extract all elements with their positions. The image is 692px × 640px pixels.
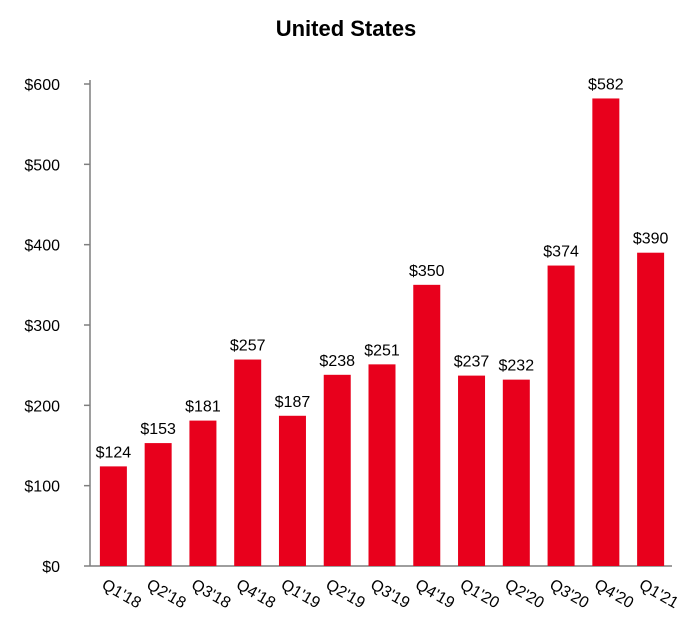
bar xyxy=(458,375,486,566)
bar xyxy=(189,420,217,566)
x-tick-label: Q4'19 xyxy=(412,576,457,612)
x-tick-label: Q3'19 xyxy=(367,576,412,612)
data-label: $251 xyxy=(364,342,400,359)
x-tick-label: Q2'20 xyxy=(502,576,547,612)
bar xyxy=(234,359,262,566)
x-tick-label: Q1'18 xyxy=(99,576,144,612)
y-tick-label: $200 xyxy=(24,398,60,415)
x-tick-label: Q3'20 xyxy=(546,576,591,612)
bar xyxy=(637,252,665,566)
y-tick-label: $600 xyxy=(24,77,60,94)
bar xyxy=(323,374,351,566)
chart-title: United States xyxy=(275,16,417,41)
bar xyxy=(592,98,620,567)
bar xyxy=(413,284,441,566)
y-tick-label: $400 xyxy=(24,238,60,255)
x-tick-label: Q1'19 xyxy=(278,576,323,612)
x-tick-label: Q1'20 xyxy=(457,576,502,612)
data-label: $257 xyxy=(230,338,266,355)
data-label: $153 xyxy=(140,421,176,438)
x-tick-label: Q4'18 xyxy=(233,576,278,612)
data-label: $237 xyxy=(454,354,490,371)
data-label: $232 xyxy=(499,358,535,375)
x-tick-label: Q3'18 xyxy=(188,576,233,612)
x-tick-label: Q1'21 xyxy=(636,576,681,612)
data-label: $181 xyxy=(185,399,221,416)
data-label: $582 xyxy=(588,76,624,93)
y-tick-label: $0 xyxy=(42,559,60,576)
data-label: $350 xyxy=(409,263,445,280)
data-label: $124 xyxy=(96,444,132,461)
data-label: $238 xyxy=(319,353,355,370)
y-tick-label: $500 xyxy=(24,157,60,174)
data-label: $390 xyxy=(633,231,669,248)
data-label: $187 xyxy=(275,394,311,411)
bars xyxy=(99,98,665,567)
y-tick-label: $300 xyxy=(24,318,60,335)
bar xyxy=(502,379,530,566)
bar xyxy=(368,364,396,566)
bar xyxy=(547,265,575,566)
x-tick-label: Q4'20 xyxy=(591,576,636,612)
x-axis-ticks: Q1'18 Q2'18 Q3'18 Q4'18 Q1'19 Q2'19 Q3'19 Q4'19… xyxy=(99,576,681,612)
data-labels: $124 $153 $181 $257 $187 $238 $251 $350 $237 $232… xyxy=(96,76,669,461)
y-tick-label: $100 xyxy=(24,479,60,496)
bar xyxy=(278,415,306,566)
x-tick-label: Q2'19 xyxy=(323,576,368,612)
x-tick-label: Q2'18 xyxy=(144,576,189,612)
bar xyxy=(99,466,127,566)
data-label: $374 xyxy=(543,244,579,261)
bar xyxy=(144,443,172,566)
